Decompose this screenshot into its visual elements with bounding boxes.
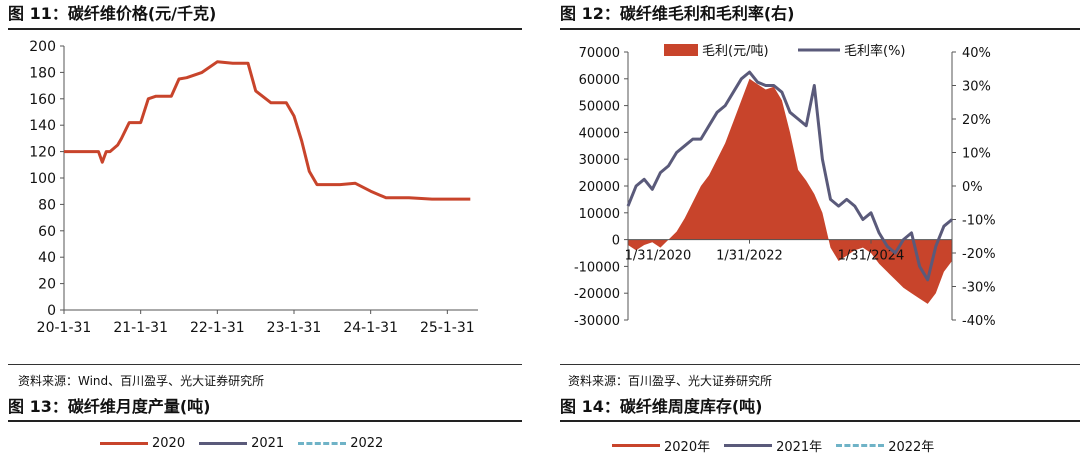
fig12-left-tick-label: -30000 (574, 314, 620, 329)
fig12-left-tick-label: -20000 (574, 287, 620, 302)
fig13-legend-item-2022: 2022 (298, 436, 383, 451)
fig12-gross-profit-area (628, 78, 952, 304)
fig11-x-tick-label: 24-1-31 (343, 320, 398, 336)
fig12-legend-label-margin: 毛利率(%) (844, 43, 906, 59)
fig12-title-rule (560, 28, 1080, 30)
fig12-right-tick-label: -40% (962, 314, 996, 329)
fig12-left-tick-label: -10000 (574, 260, 620, 275)
fig11-y-tick-label: 20 (38, 277, 56, 293)
fig12-legend-swatch-profit (664, 44, 698, 56)
fig12-left-tick-label: 70000 (579, 46, 620, 61)
fig14-legend-item-2022: 2022年 (836, 436, 934, 455)
fig12-left-tick-label: 20000 (579, 180, 620, 195)
fig11-x-tick-label: 21-1-31 (113, 320, 168, 336)
fig12-x-tick-label: 1/31/2024 (838, 249, 905, 264)
fig12-left-tick-label: 40000 (579, 126, 620, 141)
fig11-x-tick-label: 22-1-31 (190, 320, 245, 336)
fig13-legend-item-2021: 2021 (199, 436, 284, 451)
fig12-right-tick-label: -20% (962, 247, 996, 262)
fig13-legend: 2020 2021 2022 (100, 436, 397, 451)
fig11-source-rule (8, 364, 522, 365)
fig12-source-rule (560, 364, 1080, 365)
fig12-left-tick-label: 0 (612, 234, 620, 249)
fig11-y-tick-label: 80 (38, 197, 56, 213)
fig13-legend-item-2020: 2020 (100, 436, 185, 451)
fig11-y-tick-label: 100 (29, 171, 56, 187)
fig12-right-tick-label: 10% (962, 147, 991, 162)
fig12-left-tick-label: 10000 (579, 207, 620, 222)
fig12-right-tick-label: -10% (962, 214, 996, 229)
fig12-left-tick-label: 50000 (579, 100, 620, 115)
fig13-title-rule (8, 420, 522, 422)
fig14-legend: 2020年 2021年 2022年 (612, 436, 948, 455)
fig11-x-tick-label: 25-1-31 (420, 320, 475, 336)
fig12-x-tick-label: 1/31/2020 (625, 249, 692, 264)
fig12-right-tick-label: 40% (962, 46, 991, 61)
fig12-right-tick-label: 30% (962, 80, 991, 95)
fig12-legend-label-profit: 毛利(元/吨) (702, 44, 769, 59)
fig12-left-tick-label: 30000 (579, 153, 620, 168)
fig14-legend-item-2021: 2021年 (724, 436, 822, 455)
fig12-title: 图 12：碳纤维毛利和毛利率(右) (560, 4, 795, 23)
fig13-title: 图 13：碳纤维月度产量(吨) (8, 397, 211, 416)
fig11-y-tick-label: 180 (29, 65, 56, 81)
fig11-y-tick-label: 120 (29, 145, 56, 161)
fig11-y-tick-label: 60 (38, 224, 56, 240)
fig12-profit-chart: 70000 60000 50000 40000 30000 20000 10000 0 -100… (574, 43, 996, 329)
fig14-legend-item-2020: 2020年 (612, 436, 710, 455)
fig12-right-tick-label: 20% (962, 113, 991, 128)
fig11-title-rule (8, 28, 522, 30)
fig11-title: 图 11：碳纤维价格(元/千克) (8, 4, 217, 23)
fig12-left-tick-label: 60000 (579, 73, 620, 88)
fig12-right-tick-label: -30% (962, 281, 996, 296)
fig11-y-tick-label: 40 (38, 250, 56, 266)
fig14-title: 图 14：碳纤维周度库存(吨) (560, 397, 763, 416)
fig12-source: 资料来源：百川盈孚、光大证券研究所 (568, 374, 773, 388)
fig11-price-line (64, 60, 471, 201)
fig11-y-tick-label: 160 (29, 92, 56, 108)
fig12-right-tick-label: 0% (962, 180, 983, 195)
fig11-y-tick-label: 200 (29, 39, 56, 55)
fig12-gross-margin-line (626, 70, 953, 282)
fig11-y-tick-label: 0 (47, 303, 56, 319)
fig11-x-tick-label: 23-1-31 (267, 320, 322, 336)
fig12-x-tick-label: 1/31/2022 (716, 249, 783, 264)
fig11-source: 资料来源：Wind、百川盈孚、光大证券研究所 (18, 374, 265, 388)
fig11-x-tick-label: 20-1-31 (37, 320, 92, 336)
fig14-title-rule (560, 420, 1080, 422)
fig11-y-tick-label: 140 (29, 118, 56, 134)
